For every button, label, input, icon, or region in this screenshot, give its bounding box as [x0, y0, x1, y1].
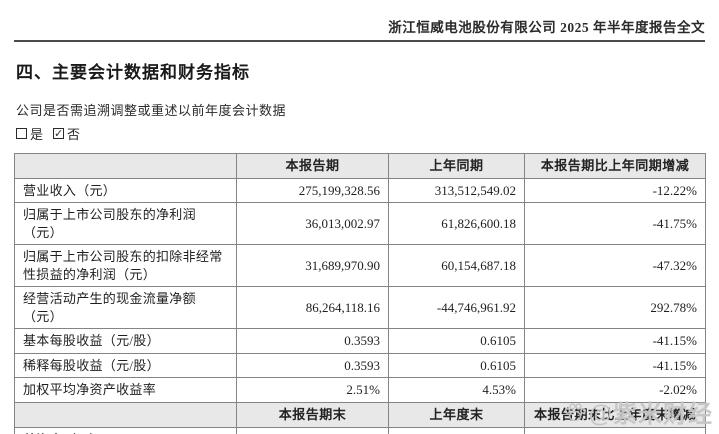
row-current-value: 86,264,118.16 [236, 286, 389, 330]
table-row: 归属于上市公司股东的净利润（元） 36,013,002.97 61,826,60… [14, 202, 706, 246]
row-change-value: -41.15% [524, 352, 706, 379]
row-prior-value: 4.53% [388, 377, 525, 404]
table-row: 营业收入（元） 275,199,328.56 313,512,549.02 -1… [14, 177, 706, 204]
row-change-value: -41.15% [524, 328, 706, 354]
row-label: 总资产（元） [14, 426, 237, 434]
row-change-value: 292.78% [524, 286, 706, 330]
row-prior-value: 0.6105 [388, 328, 525, 354]
header-current-period: 本报告期 [236, 153, 389, 179]
document-header-title: 浙江恒威电池股份有限公司 2025 年半年度报告全文 [388, 20, 705, 35]
table-header-period-end: 本报告期末 上年度末 本报告期末比上年度末增减 [14, 402, 706, 428]
row-label: 归属于上市公司股东的扣除非经常性损益的净利润（元） [14, 244, 237, 288]
table-row: 总资产（元） 1,538,085,051.18 1,504,563,452.76… [14, 426, 706, 434]
table-row: 加权平均净资产收益率 2.51% 4.53% -2.02% [14, 377, 706, 404]
option-no[interactable]: ✓ 否 [53, 124, 80, 143]
header-prior-year-end: 上年度末 [388, 402, 525, 428]
row-label: 营业收入（元） [14, 177, 237, 204]
row-change-value: -2.02% [524, 377, 706, 404]
row-change-value: -41.75% [524, 202, 706, 246]
financial-indicators-table: 本报告期 上年同期 本报告期比上年同期增减 营业收入（元） 275,199,32… [14, 153, 706, 434]
header-end-change: 本报告期末比上年度末增减 [524, 402, 706, 428]
row-label: 加权平均净资产收益率 [14, 377, 237, 404]
row-current-value: 0.3593 [236, 328, 389, 354]
row-prior-value: 61,826,600.18 [388, 202, 525, 246]
header-prior-period: 上年同期 [388, 153, 525, 179]
row-label: 基本每股收益（元/股） [14, 328, 237, 354]
header-period-change: 本报告期比上年同期增减 [524, 153, 706, 179]
row-current-value: 36,013,002.97 [236, 202, 389, 246]
row-prior-value: 313,512,549.02 [388, 177, 525, 204]
row-prior-value: 1,504,563,452.76 [388, 426, 525, 434]
row-change-value: -12.22% [524, 177, 706, 204]
header-blank-cell [14, 402, 237, 428]
restatement-options: 是 ✓ 否 [16, 124, 80, 143]
section-title: 四、主要会计数据和财务指标 [16, 63, 250, 82]
row-prior-value: 60,154,687.18 [388, 244, 525, 288]
option-yes[interactable]: 是 [16, 124, 43, 143]
table-row: 经营活动产生的现金流量净额（元） 86,264,118.16 -44,746,9… [14, 286, 706, 330]
restatement-question: 公司是否需追溯调整或重述以前年度会计数据 [16, 103, 287, 118]
row-current-value: 2.51% [236, 377, 389, 404]
row-prior-value: -44,746,961.92 [388, 286, 525, 330]
header-divider [14, 40, 705, 42]
row-current-value: 0.3593 [236, 352, 389, 379]
table-row: 稀释每股收益（元/股） 0.3593 0.6105 -41.15% [14, 352, 706, 379]
checkbox-checked-icon[interactable]: ✓ [53, 128, 65, 140]
table-row: 归属于上市公司股东的扣除非经常性损益的净利润（元） 31,689,970.90 … [14, 244, 706, 288]
row-label: 归属于上市公司股东的净利润（元） [14, 202, 237, 246]
row-prior-value: 0.6105 [388, 352, 525, 379]
row-change-value: -47.32% [524, 244, 706, 288]
header-period-end: 本报告期末 [236, 402, 389, 428]
row-label: 经营活动产生的现金流量净额（元） [14, 286, 237, 330]
row-change-value: 2.23% [524, 426, 706, 434]
option-yes-label: 是 [30, 127, 44, 142]
checkbox-unchecked-icon[interactable] [16, 128, 27, 139]
option-no-label: 否 [67, 127, 81, 142]
header-blank-cell [14, 153, 237, 179]
row-current-value: 275,199,328.56 [236, 177, 389, 204]
table-row: 基本每股收益（元/股） 0.3593 0.6105 -41.15% [14, 328, 706, 354]
row-label: 稀释每股收益（元/股） [14, 352, 237, 379]
row-current-value: 1,538,085,051.18 [236, 426, 389, 434]
row-current-value: 31,689,970.90 [236, 244, 389, 288]
table-header-period: 本报告期 上年同期 本报告期比上年同期增减 [14, 153, 706, 179]
